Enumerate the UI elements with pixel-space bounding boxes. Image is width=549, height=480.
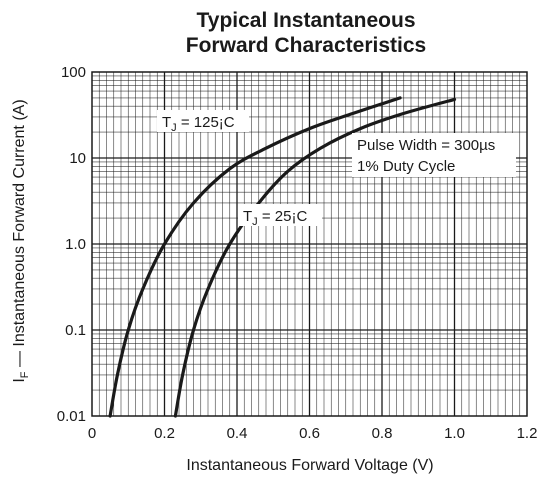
y-tick-label: 10 <box>69 150 86 167</box>
annotation-tj25-text: TJ = 25¡C <box>243 208 307 228</box>
annotation-pulse: Pulse Width = 300µs 1% Duty Cycle <box>352 133 516 177</box>
annotation-tj125-bg <box>157 110 249 132</box>
curve-tj-25c <box>173 97 457 418</box>
x-tick-label: 0.4 <box>227 425 248 442</box>
annotation-tj25: TJ = 25¡C <box>238 204 322 228</box>
plot-frame <box>91 71 528 417</box>
annotation-pulse-line-1: Pulse Width = 300µs <box>357 137 495 154</box>
y-axis-label: IF — Instantaneous Forward Current (A) <box>11 99 31 382</box>
y-tick-labels: 0.01 0.1 1.0 10 100 <box>57 64 86 425</box>
tj125-main: T <box>162 114 171 131</box>
tj25-sub: J <box>252 216 258 228</box>
y-tick-label: 0.1 <box>65 322 86 339</box>
plot-curves <box>108 96 457 418</box>
x-tick-label: 0 <box>88 425 96 442</box>
chart-title: Typical Instantaneous Forward Characteri… <box>186 9 426 57</box>
y-tick-label: 1.0 <box>65 236 86 253</box>
annotation-tj25-bg <box>238 204 322 226</box>
title-line-2: Forward Characteristics <box>186 34 426 57</box>
x-tick-label: 0.2 <box>154 425 175 442</box>
tj125-sub: J <box>171 122 177 134</box>
x-tick-label: 1.0 <box>444 425 465 442</box>
y-axis-label-main: I <box>11 378 28 382</box>
annotation-tj125: TJ = 125¡C <box>157 110 249 134</box>
tj25-main: T <box>243 208 252 225</box>
curve-tj-125c <box>108 96 402 418</box>
x-tick-labels: 0 0.2 0.4 0.6 0.8 1.0 1.2 <box>88 425 538 442</box>
tj125-rest: = 125¡C <box>177 114 235 131</box>
y-axis-label-sub: F <box>19 371 31 378</box>
title-line-1: Typical Instantaneous <box>197 9 416 32</box>
annotation-tj125-text: TJ = 125¡C <box>162 114 235 134</box>
x-tick-label: 1.2 <box>517 425 538 442</box>
y-tick-label: 0.01 <box>57 408 86 425</box>
annotation-pulse-line-2: 1% Duty Cycle <box>357 158 455 175</box>
x-axis-label: Instantaneous Forward Voltage (V) <box>186 457 433 474</box>
annotations: TJ = 125¡C TJ = 25¡C Pulse Width = 300µs… <box>157 110 516 228</box>
y-axis-label-rest: — Instantaneous Forward Current (A) <box>11 99 28 371</box>
annotation-pulse-bg <box>352 133 516 177</box>
y-tick-label: 100 <box>61 64 86 81</box>
x-tick-label: 0.6 <box>299 425 320 442</box>
tj25-rest: = 25¡C <box>258 208 308 225</box>
x-tick-label: 0.8 <box>372 425 393 442</box>
